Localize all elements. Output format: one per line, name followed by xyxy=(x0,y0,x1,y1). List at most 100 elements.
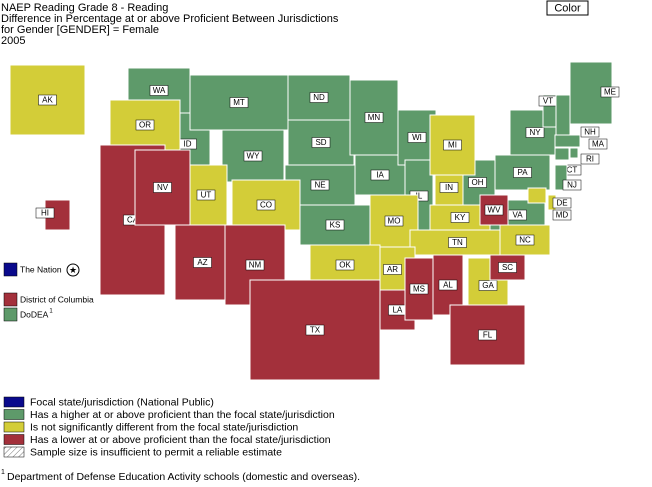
state-label-box xyxy=(498,262,517,273)
side-superscript: 1 xyxy=(49,309,53,315)
state-label: NV xyxy=(157,183,169,192)
state-label-box xyxy=(309,92,329,103)
state-label: CO xyxy=(260,201,272,210)
state-label: MA xyxy=(592,140,605,149)
state-label-box xyxy=(384,215,404,227)
state-label: IN xyxy=(445,183,453,192)
state-label-box xyxy=(448,237,467,248)
state-label-box xyxy=(580,153,600,165)
state xyxy=(554,134,581,148)
state-label: AZ xyxy=(197,258,207,267)
state-label: MS xyxy=(413,285,425,294)
state-label: OR xyxy=(139,121,151,130)
state-label-box xyxy=(370,169,390,181)
state-label: RI xyxy=(586,155,594,164)
legend-swatch xyxy=(3,446,25,458)
state-label-box xyxy=(311,137,331,148)
state-label-box xyxy=(525,127,545,138)
state-label-box xyxy=(409,283,429,295)
state-label-box xyxy=(256,199,276,211)
state-label-box xyxy=(38,94,57,106)
state-label: ND xyxy=(313,93,325,102)
state-label: WA xyxy=(153,86,166,95)
header: NAEP Reading Grade 8 - ReadingDifference… xyxy=(1,2,339,47)
state-label: CT xyxy=(567,166,578,175)
state-label: HI xyxy=(41,209,49,218)
state-label: NY xyxy=(529,128,541,137)
nation-icon: ★ xyxy=(66,263,80,277)
state-label-box xyxy=(580,126,600,138)
state-label-box xyxy=(443,139,462,151)
state-label-box xyxy=(135,119,155,131)
state xyxy=(527,187,547,204)
state-label: PA xyxy=(517,168,528,177)
state-label: DE xyxy=(556,199,567,208)
state-label: CA xyxy=(127,216,139,225)
state-label-box xyxy=(468,177,487,188)
state-label: SC xyxy=(502,263,513,272)
state-label-box xyxy=(478,280,498,291)
state-label-box xyxy=(450,212,470,223)
state-label-box xyxy=(478,329,497,341)
legend: Focal state/jurisdiction (National Publi… xyxy=(3,396,335,458)
state-label-box xyxy=(515,234,535,246)
state-label-box xyxy=(513,167,532,178)
legend-label: Has a lower at or above proficient than … xyxy=(30,434,331,446)
state-label: NH xyxy=(584,128,596,137)
header-line: 2005 xyxy=(1,35,25,47)
header-line: NAEP Reading Grade 8 - Reading xyxy=(1,2,168,14)
footnote-text: Department of Defense Education Activity… xyxy=(7,471,360,483)
state-label-box xyxy=(364,112,384,123)
footnote: 1 Department of Defense Education Activit… xyxy=(1,469,360,483)
state-label: LA xyxy=(393,306,403,315)
state-label: AK xyxy=(42,96,53,105)
state-label: ID xyxy=(184,140,192,149)
svg-text:★: ★ xyxy=(69,265,77,275)
color-button[interactable] xyxy=(546,0,589,16)
state-label: MN xyxy=(368,113,381,122)
state-label: IL xyxy=(416,192,423,201)
state-label-box xyxy=(407,132,427,143)
state-label: ME xyxy=(604,88,616,97)
legend-swatch xyxy=(3,409,25,420)
state-label-box xyxy=(193,257,212,268)
header-line: Difference in Percentage at or above Pro… xyxy=(1,13,339,25)
footnote-marker: 1 xyxy=(1,469,5,476)
state-label: VT xyxy=(543,97,553,106)
state-label-box xyxy=(552,209,572,221)
state-label: GA xyxy=(482,281,494,290)
state-label-box xyxy=(243,150,263,162)
state-label: VA xyxy=(512,211,523,220)
state-label: MI xyxy=(448,141,457,150)
state-label-box xyxy=(153,182,172,193)
state-label-box xyxy=(245,259,265,271)
side-swatch xyxy=(3,262,18,277)
state-label-box xyxy=(552,197,572,209)
side-label: DoDEA xyxy=(20,309,49,319)
state-label: NC xyxy=(519,236,531,245)
state-label: KY xyxy=(455,213,466,222)
legend-swatch xyxy=(3,434,25,445)
state-label-box xyxy=(562,179,582,191)
state-label-box xyxy=(149,85,169,96)
state xyxy=(554,147,570,161)
color-button-label[interactable]: Color xyxy=(554,2,581,14)
state-label-box xyxy=(484,204,504,216)
side-swatch xyxy=(3,307,18,322)
state-label: MO xyxy=(388,217,401,226)
state-label: TX xyxy=(310,326,321,335)
state-label: NM xyxy=(249,261,262,270)
legend-label: Focal state/jurisdiction (National Publi… xyxy=(30,396,214,408)
legend-label: Is not significantly different from the … xyxy=(30,421,298,433)
state-label-box xyxy=(305,324,325,336)
state-label: TN xyxy=(452,238,463,247)
state-label: FL xyxy=(483,331,493,340)
legend-swatch xyxy=(3,396,25,408)
side-label: The Nation xyxy=(20,264,62,274)
us-map: WA ID MT WY ND SD NE KS MN IA WI IL OH PA NY VT NH ME MA CT… xyxy=(9,61,620,381)
state-label: NJ xyxy=(567,181,577,190)
side-label: District of Columbia xyxy=(20,294,94,304)
legend-label: Has a higher at or above proficient than… xyxy=(30,409,335,421)
side-legend: The Nation District of Columbia DoDEA 1 xyxy=(3,262,94,322)
